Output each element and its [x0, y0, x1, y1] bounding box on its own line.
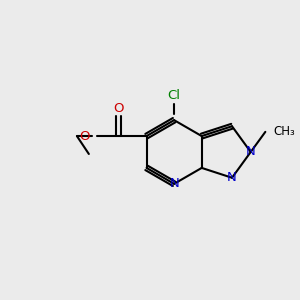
Text: Cl: Cl	[168, 89, 181, 102]
Text: N: N	[246, 146, 256, 158]
Text: CH₃: CH₃	[273, 125, 295, 138]
Text: O: O	[113, 102, 124, 115]
Text: O: O	[79, 130, 90, 142]
Text: N: N	[169, 177, 179, 190]
Text: N: N	[227, 171, 237, 184]
